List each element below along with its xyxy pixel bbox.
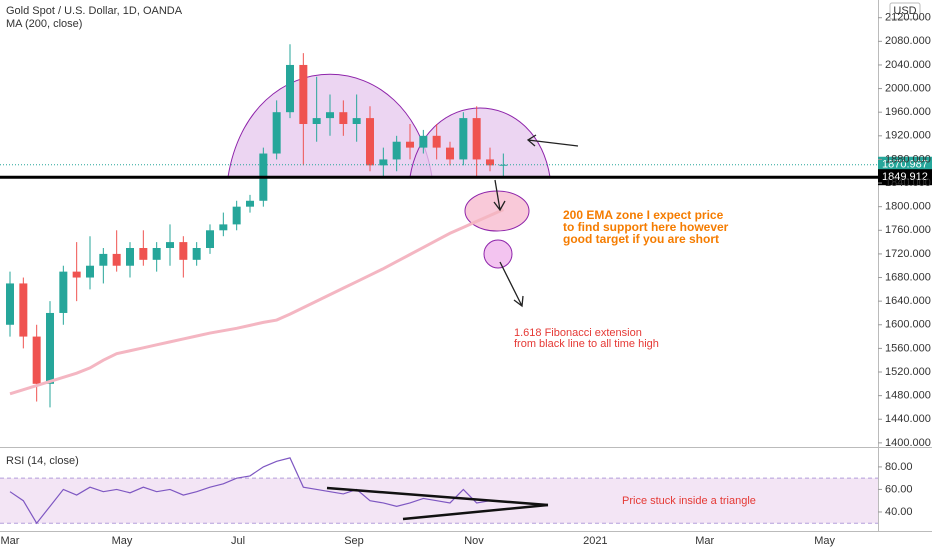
chart-title: Gold Spot / U.S. Dollar, 1D, OANDA (6, 5, 183, 17)
currency: USD (893, 5, 916, 17)
last-price-box (878, 156, 932, 173)
y-tick-label: 1800.000 (885, 201, 931, 213)
rsi-title: RSI (14, close) (6, 455, 79, 467)
candle-body (339, 112, 348, 125)
support-price-box (878, 169, 932, 186)
y-tick-label: 2040.000 (885, 59, 931, 71)
currency-box (889, 2, 921, 20)
candle-body (6, 283, 14, 325)
candle-body (446, 147, 454, 160)
candle-body (459, 118, 468, 160)
y-tick-label: 1680.000 (885, 271, 931, 283)
candle-body (219, 224, 228, 231)
candle-body (59, 271, 68, 313)
candle-body (272, 112, 281, 154)
candle-body (232, 206, 241, 225)
candle-body (206, 230, 214, 249)
last-price-label: 1870.987 (882, 159, 928, 171)
x-tick-label: Jul (231, 535, 245, 547)
candle-body (126, 248, 134, 266)
y-tick-label: 1600.000 (885, 319, 931, 331)
y-tick-label: 1880.000 (885, 153, 931, 165)
candle-body (406, 141, 414, 148)
candle-body (179, 242, 188, 260)
x-tick-label: May (112, 535, 133, 547)
y-tick-label: 1960.000 (885, 106, 931, 118)
ema-note: 200 EMA zone I expect price to find supp… (563, 208, 729, 246)
y-tick-label: 2000.000 (885, 82, 931, 94)
candle-body (472, 118, 481, 160)
candle-body (19, 283, 28, 337)
candle-body (419, 135, 428, 148)
legend-entry: MA (200, close) (6, 18, 82, 30)
candle-body (139, 248, 148, 260)
y-tick-label: 80.00 (885, 461, 913, 473)
x-tick-label: Sep (344, 535, 364, 547)
y-tick-label: 1640.000 (885, 295, 931, 307)
y-tick-label: 1920.000 (885, 130, 931, 142)
y-tick-label: 1720.000 (885, 248, 931, 260)
candle-body (192, 248, 201, 260)
y-tick-label: 2080.000 (885, 35, 931, 47)
candle-body (299, 64, 308, 125)
candle-body (152, 248, 161, 260)
triangle (326, 486, 549, 521)
x-tick-label: May (814, 535, 835, 547)
annotation: to find support here however (563, 220, 729, 234)
candle-body (112, 253, 121, 266)
x-tick-label: Nov (464, 535, 484, 547)
candle-body (286, 64, 294, 113)
x-tick-label: 2021 (583, 535, 607, 547)
y-tick-label: 1560.000 (885, 342, 931, 354)
candle-body (72, 271, 81, 278)
annotation: 1.618 Fibonacci extension (514, 327, 642, 339)
candle-body (46, 312, 54, 384)
y-tick-label: 1480.000 (885, 390, 931, 402)
candle-body (392, 141, 401, 160)
support-price-label: 1849.912 (882, 171, 928, 183)
y-tick-label: 1440.000 (885, 413, 931, 425)
annotation: from black line to all time high (514, 338, 659, 350)
candle-body (366, 118, 374, 166)
candle-body (352, 118, 361, 125)
candle-body (86, 265, 94, 278)
candle-body (32, 336, 41, 384)
y-tick-label: 60.00 (885, 483, 913, 495)
candle-body (246, 200, 254, 207)
candle-body (379, 159, 388, 166)
candle-body (486, 159, 494, 166)
annotation: good target if you are short (563, 232, 719, 246)
candle-body (326, 112, 334, 119)
y-tick-label: 1400.000 (885, 437, 931, 449)
x-tick-label: Mar (1, 535, 20, 547)
y-tick-label: 2120.000 (885, 12, 931, 24)
candle-body (99, 253, 108, 266)
arrows (493, 134, 579, 308)
target-circle (483, 239, 513, 269)
candle-body (499, 164, 508, 166)
y-tick-label: 1520.000 (885, 366, 931, 378)
candle-body (432, 135, 441, 148)
y-tick-label: 1840.000 (885, 177, 931, 189)
candle-body (166, 242, 174, 249)
annotation: 200 EMA zone I expect price (563, 208, 724, 222)
annotation: Price stuck inside a triangle (622, 495, 756, 507)
candle-body (312, 118, 321, 125)
y-tick-label: 1760.000 (885, 224, 931, 236)
y-tick-label: 40.00 (885, 506, 913, 518)
rsi-line (9, 457, 504, 525)
x-tick-label: Mar (695, 535, 714, 547)
ma-line (9, 208, 504, 396)
